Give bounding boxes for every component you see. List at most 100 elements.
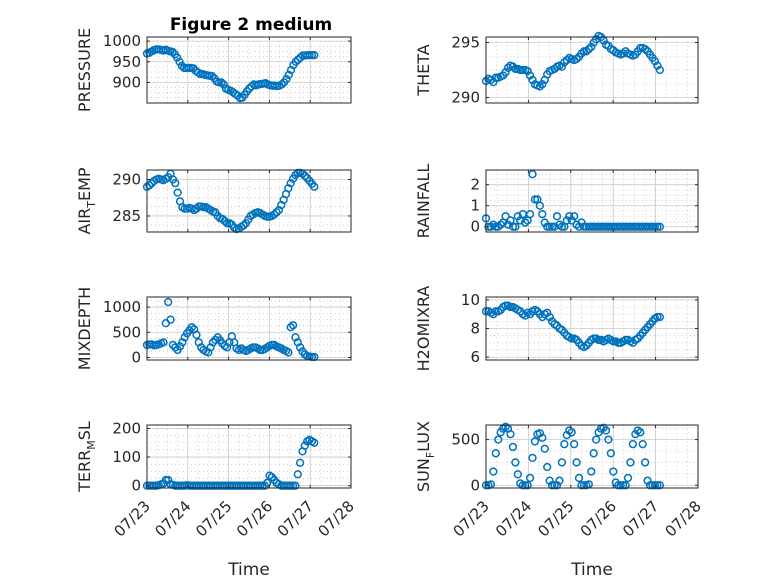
data-point [540,218,549,227]
data-point [525,71,535,80]
data-point [579,481,589,490]
data-point [277,80,286,89]
subplot-air: 285 290 AIRTEMP [75,167,352,235]
x-tick-label: 07/23 [111,497,154,540]
data-point [288,321,298,330]
y-tick-label: 0 [131,477,141,495]
y-tick-label: 10 [461,291,480,309]
data-point [587,42,596,52]
data-point [577,218,586,227]
y-tick-label: 295 [451,34,480,52]
data-point [501,212,510,221]
x-axis-label: Time [227,560,270,580]
data-point [291,57,300,66]
data-point [643,476,652,485]
data-point [525,473,535,483]
y-tick-label: 500 [451,431,480,449]
x-axis-label: Time [570,560,613,580]
y-axis-label: PRESSURE [75,28,94,112]
y-tick-label: 0 [131,348,141,366]
data-point [239,221,248,230]
data-point [604,435,613,444]
axes-box [146,36,352,104]
data-point [579,47,589,56]
data-point [300,441,310,450]
data-point [513,212,522,221]
data-point [589,449,598,458]
data-point [295,343,305,352]
data-point [220,216,229,226]
x-tick-label: 07/25 [192,497,235,540]
data-point [310,438,319,447]
data-point [628,440,638,449]
y-axis-label: RAINFALL [414,164,433,239]
y-tick-label: 1000 [103,32,141,50]
data-point [217,78,226,87]
data-point [530,195,540,204]
axes-box [485,169,699,233]
data-point [572,458,581,467]
data-point [535,201,545,210]
subplot-pressure: 900 950 1000 PRESSURE [75,28,352,112]
data-point [540,444,549,453]
data-point [535,429,545,438]
data-point [494,435,503,444]
data-point [565,212,574,221]
data-point [538,209,547,219]
data-point [506,429,515,439]
data-point [572,54,581,64]
data-point [175,57,184,66]
y-tick-label: 1000 [103,298,141,316]
data-point [207,72,217,81]
data-point [587,467,596,476]
axes-box [146,169,352,233]
data-point [545,222,554,231]
data-point [567,428,576,437]
y-tick-label: 0 [470,218,480,236]
data-point [518,65,527,75]
data-point [653,312,662,322]
data-point [655,312,664,322]
data-point [501,301,510,310]
x-tick-label: 07/26 [577,497,620,540]
data-point [650,222,660,231]
data-point [282,74,291,84]
data-point [545,476,554,485]
data-point [547,222,557,231]
data-point [168,47,177,56]
data-point [491,449,500,458]
data-point [538,80,547,89]
plot-area [147,425,351,488]
subplot-rainfall: 0 1 2 RAINFALL [414,164,699,239]
y-tick-label: 8 [470,320,480,338]
data-point [486,75,496,85]
data-point [518,481,527,490]
data-point [626,458,635,467]
data-point [218,214,227,224]
data-point [535,82,545,91]
data-point [640,44,650,54]
y-tick-label: 200 [112,419,141,437]
data-point [508,442,518,452]
data-point [543,462,552,472]
data-point [655,481,664,490]
data-point [310,51,319,60]
data-point [501,68,510,77]
data-point [623,473,633,483]
subplot-theta: 290 295 THETA [414,31,699,107]
y-axis-label: TERRMSL [75,421,98,493]
subplot-mixdepth: 0 500 1000 MIXDEPTH [75,287,352,370]
data-point [503,220,513,229]
data-point [523,66,532,76]
data-point [508,222,518,231]
data-point [567,216,576,225]
data-point [653,222,662,231]
x-tick-label: 07/26 [233,497,276,540]
data-point [310,182,319,191]
x-tick-label: 07/24 [151,497,194,540]
data-point [562,216,571,225]
data-point [543,308,552,317]
subplot-sun: 0 500 SUNFLUX 07/23 07/24 07/25 07/26 07/27 07/2… [414,421,705,580]
data-point [173,53,182,62]
